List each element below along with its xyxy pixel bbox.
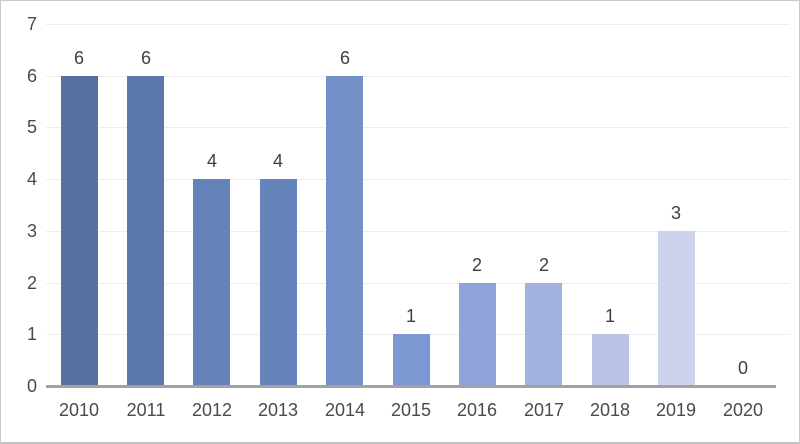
bar-2011: [127, 76, 164, 386]
data-label-2012: 4: [206, 151, 217, 171]
x-tick-label-2019: 2019: [655, 400, 697, 420]
bar-2013: [260, 179, 297, 386]
bar-2016: [459, 283, 496, 386]
x-tick-label-2013: 2013: [257, 400, 299, 420]
x-tick-label-2010: 2010: [58, 400, 100, 420]
data-label-2016: 2: [471, 255, 482, 275]
data-label-2017: 2: [538, 255, 549, 275]
bar-2015: [393, 334, 430, 386]
data-label-2020: 0: [737, 358, 748, 378]
x-tick-label-2015: 2015: [390, 400, 432, 420]
data-label-2015: 1: [405, 306, 416, 326]
gridline: [46, 24, 790, 25]
data-label-2014: 6: [339, 48, 350, 68]
y-tick-label: 6: [26, 66, 37, 86]
x-tick-label-2016: 2016: [456, 400, 498, 420]
data-label-2010: 6: [73, 48, 84, 68]
bar-2017: [525, 283, 562, 386]
bar-2019: [658, 231, 695, 386]
x-tick-label-2014: 2014: [324, 400, 366, 420]
data-label-2018: 1: [604, 306, 615, 326]
x-tick-label-2017: 2017: [523, 400, 565, 420]
data-label-2019: 3: [670, 203, 681, 223]
y-tick-label: 4: [26, 169, 37, 189]
bar-2018: [592, 334, 629, 386]
y-tick-label: 0: [26, 376, 37, 396]
data-label-2011: 6: [140, 48, 151, 68]
bar-2012: [193, 179, 230, 386]
axis-line: [46, 385, 776, 388]
y-tick-label: 3: [26, 221, 37, 241]
x-tick-label-2012: 2012: [191, 400, 233, 420]
bar-2014: [326, 76, 363, 386]
y-tick-label: 1: [26, 324, 37, 344]
y-tick-label: 2: [26, 273, 37, 293]
x-tick-label-2018: 2018: [589, 400, 631, 420]
y-tick-label: 7: [26, 14, 37, 34]
y-tick-label: 5: [26, 117, 37, 137]
data-label-2013: 4: [272, 151, 283, 171]
bar-2010: [61, 76, 98, 386]
x-tick-label-2020: 2020: [722, 400, 764, 420]
x-tick-label-2011: 2011: [126, 400, 166, 420]
